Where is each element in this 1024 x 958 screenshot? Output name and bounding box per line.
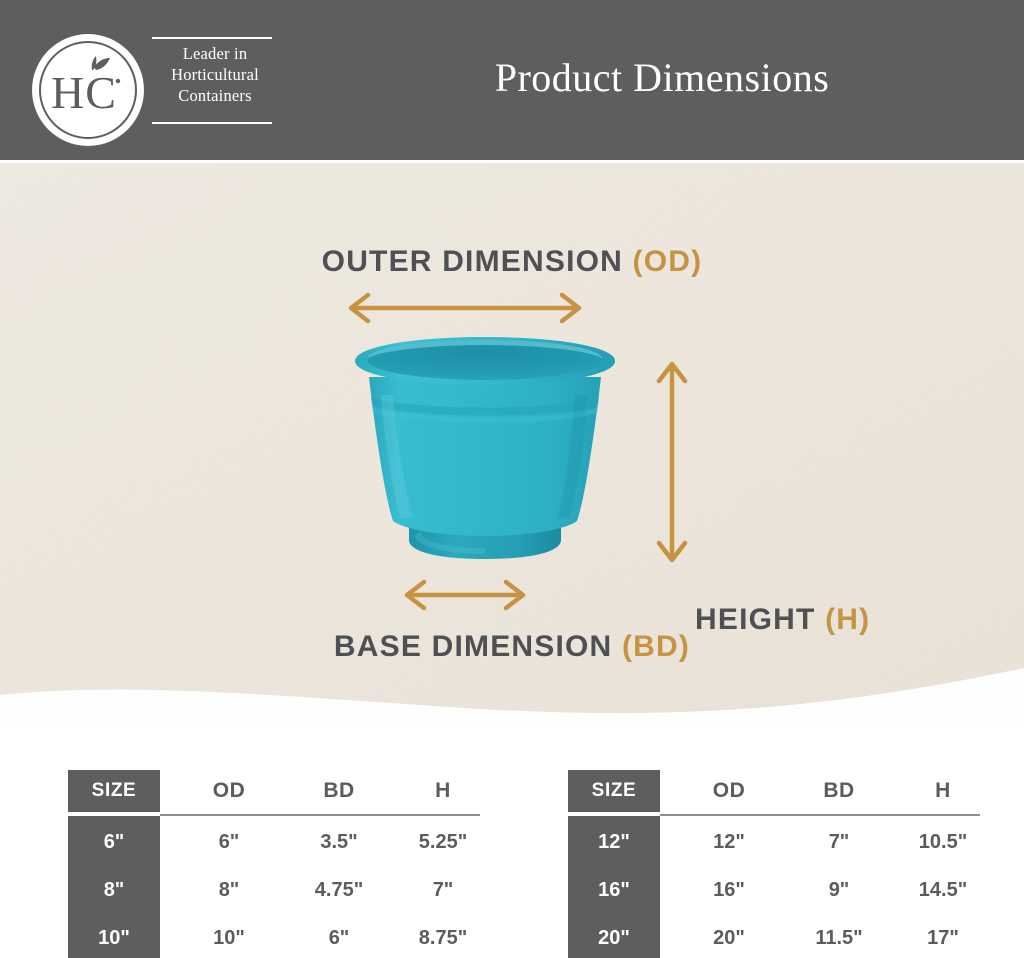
cell-size: 20" bbox=[598, 926, 630, 949]
height-arrow-icon bbox=[656, 361, 688, 563]
brand-tagline: Leader in Horticultural Containers bbox=[155, 43, 275, 106]
hc-monogram-icon: HC bbox=[51, 56, 121, 118]
size-table-large: SIZE OD BD H 12" 12" 7" 10.5" 16" 16" 9"… bbox=[568, 770, 980, 958]
base-dimension-abbr: (BD) bbox=[621, 630, 691, 663]
tagline-line-2: Horticultural bbox=[171, 65, 259, 84]
cell-size: 8" bbox=[103, 878, 125, 901]
header-underline bbox=[660, 814, 980, 816]
cell-h: 5.25" bbox=[418, 830, 468, 853]
cell-h: 7" bbox=[432, 878, 454, 901]
cell-size: 6" bbox=[103, 830, 125, 853]
column-header-od: OD bbox=[212, 779, 246, 802]
height-abbr: (H) bbox=[825, 603, 871, 636]
svg-text:HC: HC bbox=[51, 67, 117, 118]
logo-ring bbox=[39, 41, 137, 139]
cell-bd: 11.5" bbox=[815, 926, 863, 949]
cell-size: 10" bbox=[98, 926, 130, 949]
base-dimension-text: BASE DIMENSION bbox=[333, 630, 622, 663]
hero-content: OUTER DIMENSION (OD) bbox=[0, 163, 1024, 723]
column-header-bd: BD bbox=[823, 779, 855, 802]
brand-logo: HC bbox=[32, 34, 144, 146]
column-header-size: SIZE bbox=[568, 770, 660, 812]
cell-bd: 4.75" bbox=[314, 878, 364, 901]
cell-h: 17" bbox=[927, 926, 959, 949]
header-underline bbox=[160, 814, 480, 816]
header-bar bbox=[0, 0, 1024, 160]
outer-dimension-arrow-icon bbox=[348, 292, 582, 324]
tagline-rule-top bbox=[152, 37, 272, 39]
cell-h: 10.5" bbox=[918, 830, 968, 853]
tagline-rule-bottom bbox=[152, 122, 272, 124]
cell-h: 8.75" bbox=[418, 926, 468, 949]
height-label: HEIGHT (H) bbox=[695, 603, 870, 637]
height-text: HEIGHT bbox=[695, 603, 826, 636]
cell-bd: 7" bbox=[828, 830, 850, 853]
size-table-small: SIZE OD BD H 6" 6" 3.5" 5.25" 8" 8" 4.75… bbox=[68, 770, 480, 958]
cell-bd: 6" bbox=[328, 926, 350, 949]
column-header-size: SIZE bbox=[68, 770, 160, 812]
cell-bd: 3.5" bbox=[320, 830, 358, 853]
tagline-line-1: Leader in bbox=[182, 44, 248, 63]
page-title: Product Dimensions bbox=[494, 54, 830, 100]
tagline-line-3: Containers bbox=[178, 86, 252, 105]
cell-size: 12" bbox=[598, 830, 630, 853]
outer-dimension-label: OUTER DIMENSION (OD) bbox=[0, 245, 1024, 279]
column-header-od: OD bbox=[712, 779, 746, 802]
base-dimension-label: BASE DIMENSION (BD) bbox=[0, 630, 1024, 664]
column-header-h: H bbox=[935, 779, 951, 802]
size-column-background bbox=[568, 816, 660, 958]
cell-od: 6" bbox=[218, 830, 240, 853]
cell-size: 16" bbox=[598, 878, 630, 901]
cell-h: 14.5" bbox=[918, 878, 968, 901]
outer-dimension-abbr: (OD) bbox=[632, 245, 703, 278]
header-divider bbox=[0, 160, 1024, 163]
size-column-background bbox=[68, 816, 160, 958]
cell-od: 8" bbox=[218, 878, 240, 901]
cell-od: 10" bbox=[213, 926, 245, 949]
base-dimension-arrow-icon bbox=[404, 579, 526, 611]
column-header-h: H bbox=[435, 779, 451, 802]
flower-pot-illustration bbox=[355, 337, 615, 559]
cell-bd: 9" bbox=[828, 878, 850, 901]
cell-od: 16" bbox=[713, 878, 745, 901]
cell-od: 20" bbox=[713, 926, 745, 949]
cell-od: 12" bbox=[713, 830, 745, 853]
column-header-bd: BD bbox=[323, 779, 355, 802]
outer-dimension-text: OUTER DIMENSION bbox=[321, 245, 633, 278]
